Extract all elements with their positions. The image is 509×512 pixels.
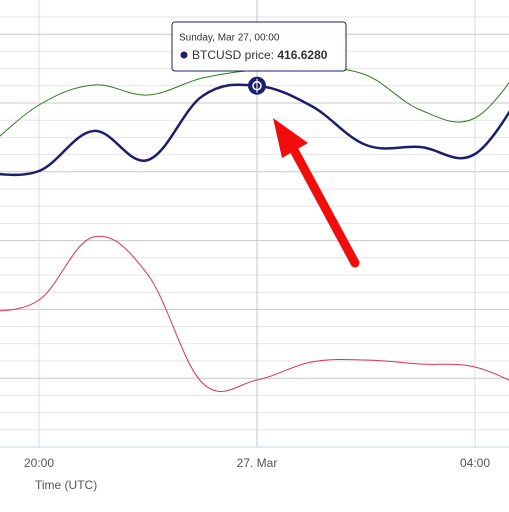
tooltip-value: 416.6280 bbox=[277, 48, 327, 62]
series-line bbox=[0, 235, 509, 392]
arrow-shaft bbox=[289, 145, 360, 268]
tooltip-label: BTCUSD price: 416.6280 bbox=[192, 48, 328, 62]
x-axis-title: Time (UTC) bbox=[35, 478, 97, 492]
tooltip-title: Sunday, Mar 27, 00:00 bbox=[179, 33, 280, 44]
tooltip-series: BTCUSD price: bbox=[192, 48, 274, 62]
arrow-annotation bbox=[273, 118, 360, 268]
tooltip: Sunday, Mar 27, 00:00 BTCUSD price: 416.… bbox=[171, 21, 347, 72]
arrow-head bbox=[273, 118, 308, 158]
x-tick-label: 27. Mar bbox=[237, 456, 278, 470]
tooltip-box bbox=[171, 21, 347, 72]
tooltip-symbol bbox=[180, 51, 188, 59]
x-tick-label: 20:00 bbox=[24, 456, 54, 470]
x-tick-label: 04:00 bbox=[460, 456, 490, 470]
